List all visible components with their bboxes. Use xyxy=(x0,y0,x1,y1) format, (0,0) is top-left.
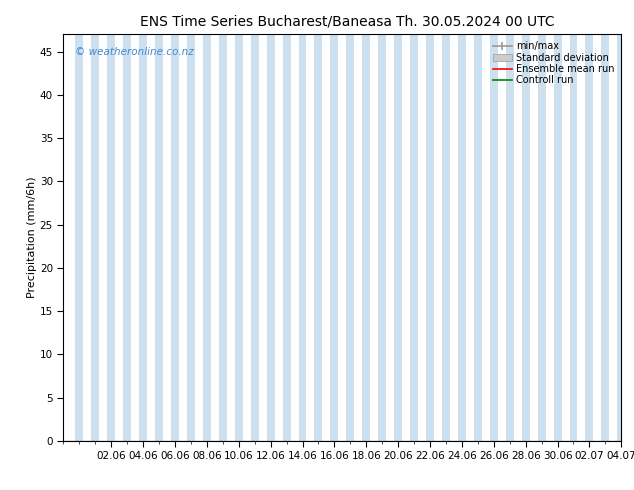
Text: ENS Time Series Bucharest/Baneasa: ENS Time Series Bucharest/Baneasa xyxy=(140,15,392,29)
Bar xyxy=(618,34,621,441)
Bar xyxy=(75,34,83,441)
Bar xyxy=(91,34,100,441)
Legend: min/max, Standard deviation, Ensemble mean run, Controll run: min/max, Standard deviation, Ensemble me… xyxy=(491,39,616,87)
Bar xyxy=(394,34,402,441)
Bar xyxy=(410,34,418,441)
Bar xyxy=(299,34,306,441)
Bar xyxy=(378,34,386,441)
Bar xyxy=(267,34,275,441)
Bar xyxy=(314,34,323,441)
Bar xyxy=(203,34,211,441)
Bar xyxy=(602,34,609,441)
Text: © weatheronline.co.nz: © weatheronline.co.nz xyxy=(75,47,193,56)
Text: Th. 30.05.2024 00 UTC: Th. 30.05.2024 00 UTC xyxy=(396,15,555,29)
Bar xyxy=(250,34,259,441)
Bar xyxy=(442,34,450,441)
Bar xyxy=(219,34,227,441)
Bar xyxy=(490,34,498,441)
Bar xyxy=(346,34,354,441)
Bar xyxy=(522,34,529,441)
Bar xyxy=(506,34,514,441)
Bar xyxy=(330,34,339,441)
Bar xyxy=(474,34,482,441)
Bar xyxy=(283,34,290,441)
Bar xyxy=(585,34,593,441)
Bar xyxy=(538,34,546,441)
Bar xyxy=(426,34,434,441)
Bar xyxy=(569,34,578,441)
Bar xyxy=(155,34,163,441)
Bar xyxy=(235,34,243,441)
Bar xyxy=(458,34,466,441)
Y-axis label: Precipitation (mm/6h): Precipitation (mm/6h) xyxy=(27,177,37,298)
Bar xyxy=(139,34,147,441)
Bar xyxy=(362,34,370,441)
Bar xyxy=(171,34,179,441)
Bar xyxy=(187,34,195,441)
Bar xyxy=(107,34,115,441)
Bar xyxy=(553,34,562,441)
Bar xyxy=(123,34,131,441)
